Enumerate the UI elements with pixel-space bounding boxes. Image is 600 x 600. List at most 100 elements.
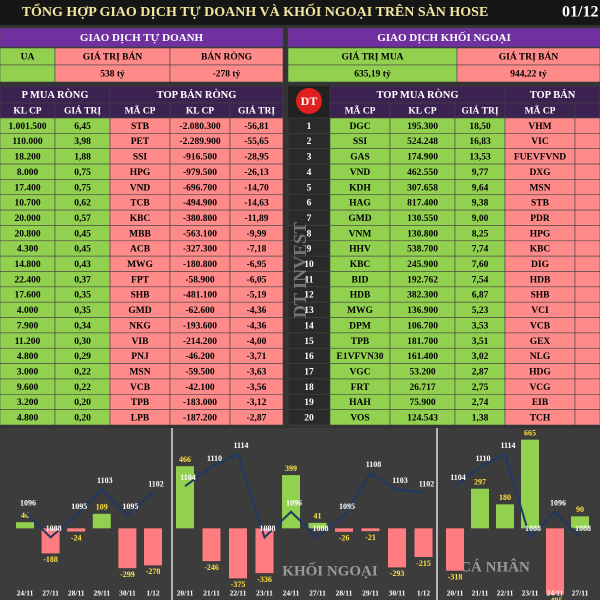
table-cell: MSN	[129, 367, 150, 377]
table-cell: 20.800	[14, 229, 40, 239]
table-cell-cell	[574, 363, 600, 380]
x-tick-label: 27/11	[309, 589, 326, 598]
table-cell-cell	[574, 301, 600, 318]
table-cell: -58.900	[185, 275, 215, 285]
table-cell: 2,74	[472, 398, 489, 408]
column-header: KL CP	[408, 107, 436, 117]
table-cell: 1.001.500	[9, 122, 47, 132]
table-cell: 16,83	[469, 137, 491, 147]
table-cell: 0,45	[74, 245, 91, 255]
table-cell: -4,00	[247, 337, 267, 347]
line-label: 1096	[20, 499, 36, 508]
table-cell-cell	[574, 317, 600, 334]
table-cell: MWG	[127, 260, 153, 270]
table-cell: 0,37	[74, 275, 91, 285]
table-cell: 14.800	[14, 260, 40, 270]
summary-header: UA	[21, 53, 35, 63]
table-cell: 7,54	[472, 275, 489, 285]
panel-title: CÁ NHÂN	[460, 558, 530, 575]
table-cell: -42.100	[185, 383, 215, 393]
table-cell: 26.717	[409, 383, 435, 393]
bar	[571, 516, 589, 529]
table-cell: 0,45	[74, 229, 91, 239]
table-cell: -183.000	[183, 398, 217, 408]
table-cell: VOS	[350, 414, 369, 424]
table-cell: E1VFVN30	[337, 352, 384, 362]
table-cell: 136.900	[407, 306, 438, 316]
table-cell: 3,51	[472, 337, 489, 347]
table-cell: MBB	[129, 229, 151, 239]
table-cell: 8.000	[17, 168, 39, 178]
table-cell: VCB	[530, 321, 551, 331]
bar	[67, 528, 86, 532]
table-cell: 0,20	[74, 398, 91, 408]
table-cell: STB	[131, 122, 150, 132]
bar	[496, 504, 514, 529]
table-cell: DXG	[529, 168, 551, 178]
table-cell: 19	[304, 398, 314, 408]
table-cell: TCH	[530, 414, 551, 424]
bar	[144, 528, 162, 566]
bar-label: -375	[231, 580, 246, 589]
table-cell: 10.700	[14, 199, 40, 209]
table-title: TOP BÁN	[530, 89, 576, 101]
table-cell: 0,35	[74, 291, 91, 301]
table-cell: -7,18	[247, 245, 267, 255]
bar-label: 297	[474, 478, 486, 487]
table-cell: -14,63	[244, 199, 269, 209]
summary-value: 635,19 tỷ	[354, 70, 391, 80]
table-cell: VCG	[529, 383, 551, 393]
table-cell: VND	[350, 168, 371, 178]
table-cell: -3,71	[247, 352, 267, 362]
table-cell: HHV	[349, 245, 371, 255]
table-cell: HAH	[349, 398, 371, 408]
table-cell: 0,29	[74, 352, 91, 362]
table-cell: HPG	[530, 229, 551, 239]
table-cell: -9,99	[247, 229, 267, 239]
table-cell: 9,38	[472, 199, 489, 209]
table-cell-cell	[574, 240, 600, 257]
table-cell: SHB	[130, 291, 150, 301]
table-cell: -55,65	[244, 137, 269, 147]
table-cell: 174.900	[407, 153, 438, 163]
bar-label: 399	[285, 464, 297, 473]
table-cell-cell	[574, 133, 600, 150]
bar	[335, 528, 353, 532]
table-cell: KDH	[349, 183, 371, 193]
table-cell-cell	[574, 378, 600, 395]
table-cell: VIB	[132, 337, 150, 347]
table-cell: EIB	[532, 398, 549, 408]
header-bar	[0, 0, 600, 25]
x-tick-label: 30/11	[389, 589, 406, 598]
table-cell-cell	[574, 225, 600, 242]
table-cell: GMD	[348, 214, 371, 224]
table-cell: DGC	[349, 122, 370, 132]
table-cell: -494.900	[183, 199, 217, 209]
table-cell: 161.400	[407, 352, 438, 362]
table-cell: 307.658	[407, 183, 438, 193]
table-cell: 2,75	[472, 383, 489, 393]
bar	[361, 528, 380, 532]
table-cell: 15	[304, 337, 314, 347]
table-cell: 538.700	[407, 245, 438, 255]
table-cell: TPB	[351, 337, 370, 347]
table-cell: 3	[307, 153, 312, 163]
table-cell: 0,75	[74, 183, 91, 193]
table-cell: HAG	[349, 199, 371, 209]
table-cell: 13,53	[469, 153, 491, 163]
table-cell: 2,87	[472, 367, 489, 377]
table-cell: 130.550	[407, 214, 438, 224]
line-label: 1096	[286, 499, 302, 508]
table-cell: 3.200	[17, 398, 39, 408]
x-tick-label: 1/12	[146, 589, 160, 598]
bar-label: 466	[179, 455, 191, 464]
bar	[521, 439, 539, 529]
table-cell-cell	[574, 255, 600, 272]
bar-label: -278	[146, 567, 161, 576]
table-cell: -916.500	[183, 153, 217, 163]
x-tick-label: 1/12	[417, 589, 431, 598]
summary-value-cell	[0, 64, 56, 83]
bar-label: -299	[120, 570, 135, 579]
table-cell: 130.800	[407, 229, 438, 239]
table-cell: -187.200	[183, 414, 217, 424]
